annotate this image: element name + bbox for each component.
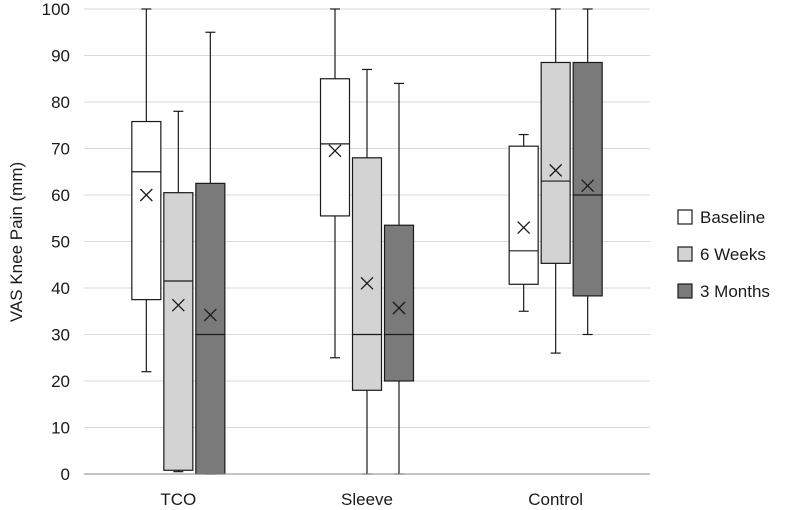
y-tick-label: 20 <box>51 372 70 391</box>
y-tick-label: 0 <box>61 465 70 484</box>
legend-label: 6 Weeks <box>700 245 766 264</box>
x-category-label: Sleeve <box>341 490 393 509</box>
x-category-label: TCO <box>160 490 196 509</box>
mean-marker <box>203 308 217 322</box>
mean-marker <box>328 144 342 158</box>
mean-marker <box>549 163 563 177</box>
box-iqr <box>319 78 351 217</box>
y-tick-label: 30 <box>51 326 70 345</box>
y-tick-label: 10 <box>51 419 70 438</box>
legend: Baseline 6 Weeks 3 Months <box>677 208 770 301</box>
legend-label: 3 Months <box>700 282 770 301</box>
box-iqr <box>131 120 162 301</box>
y-tick-label: 60 <box>51 186 70 205</box>
box-6-weeks-tco <box>163 110 194 473</box>
boxes <box>131 8 603 475</box>
x-category-label: Control <box>528 490 583 509</box>
y-axis-ticks: 0 10 20 30 40 50 60 70 80 90 100 <box>42 0 70 484</box>
box-baseline-tco <box>131 8 162 373</box>
box-iqr <box>163 192 194 471</box>
box-iqr <box>572 61 603 297</box>
y-tick-label: 80 <box>51 93 70 112</box>
box-iqr <box>195 182 226 475</box>
y-tick-label: 40 <box>51 279 70 298</box>
box-3-months-sleeve <box>383 82 415 475</box>
box-iqr <box>540 61 571 264</box>
mean-marker <box>360 276 374 290</box>
y-tick-label: 70 <box>51 140 70 159</box>
box-iqr <box>508 145 539 285</box>
mean-marker <box>171 298 185 312</box>
mean-marker <box>392 301 406 315</box>
box-iqr <box>383 224 415 382</box>
y-axis-title: VAS Knee Pain (mm) <box>7 162 26 322</box>
y-tick-label: 50 <box>51 233 70 252</box>
legend-label: Baseline <box>700 208 765 227</box>
mean-marker <box>517 221 531 235</box>
box-6-weeks-sleeve <box>351 68 383 475</box>
x-axis-categories: TCO Sleeve Control <box>160 490 583 509</box>
box-3-months-control <box>572 8 603 336</box>
mean-marker <box>581 179 595 193</box>
box-6-weeks-control <box>540 8 571 354</box>
mean-marker <box>139 188 153 202</box>
legend-swatch <box>677 209 693 225</box>
box-baseline-sleeve <box>319 8 351 359</box>
legend-swatch <box>677 246 693 262</box>
y-tick-label: 90 <box>51 47 70 66</box>
box-baseline-control <box>508 133 539 312</box>
y-tick-label: 100 <box>42 0 70 19</box>
box-iqr <box>351 157 383 391</box>
box-3-months-tco <box>195 31 226 475</box>
legend-swatch <box>677 283 693 299</box>
